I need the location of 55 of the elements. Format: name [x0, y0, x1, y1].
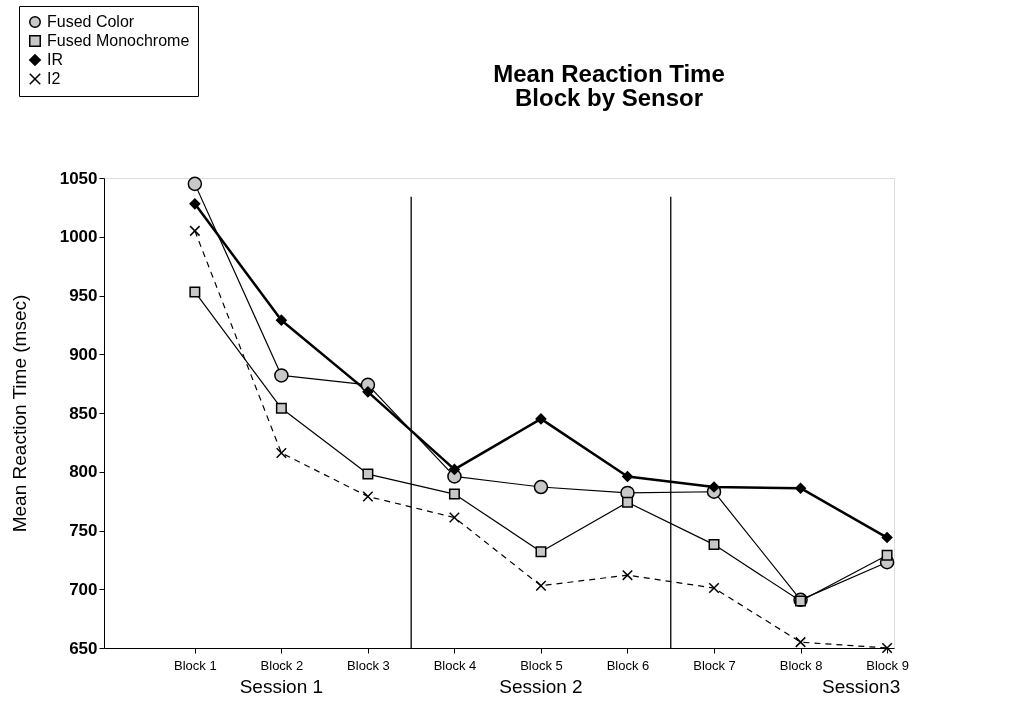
y-tick-label: 800 [69, 462, 98, 482]
point [622, 470, 633, 482]
point [535, 546, 547, 558]
point [708, 539, 720, 551]
point [189, 198, 201, 210]
point [535, 413, 547, 425]
x-tick-label: Block 9 [866, 657, 909, 673]
x-tick-label: Block 4 [433, 657, 477, 673]
x-tick-label: Block 1 [174, 657, 217, 673]
legend-label: IR [47, 51, 63, 68]
point [881, 642, 893, 654]
point [362, 490, 374, 502]
legend-label: I2 [47, 70, 61, 87]
text: Session 2 [499, 676, 583, 697]
y-axis-title: Mean Reaction Time (msec) [8, 294, 30, 533]
point [189, 225, 201, 237]
point [708, 582, 720, 594]
point [448, 488, 460, 500]
point [275, 314, 287, 326]
point [362, 386, 374, 398]
point [622, 496, 633, 508]
point [881, 549, 893, 561]
point [533, 479, 549, 495]
point [275, 402, 287, 414]
y-tick-label: 700 [69, 579, 98, 599]
legend-label: Fused Color [47, 13, 135, 30]
x-tick-label: Block 7 [693, 657, 736, 673]
point [448, 463, 460, 475]
point [362, 468, 374, 480]
x-tick-label: Block 3 [347, 657, 390, 673]
point [795, 482, 807, 494]
y-tick-label: 900 [69, 344, 98, 364]
y-tick-label: 850 [69, 403, 98, 423]
point [622, 569, 633, 581]
point [535, 580, 547, 592]
point [275, 447, 287, 459]
y-tick-label: 950 [69, 286, 98, 305]
point [881, 532, 893, 544]
text: Session3 [822, 676, 901, 697]
point [274, 368, 289, 383]
y-tick-label: 1000 [59, 227, 98, 247]
text: Session 1 [239, 676, 324, 697]
point [708, 481, 720, 493]
point [795, 636, 807, 648]
point [189, 286, 201, 298]
point [448, 512, 460, 524]
point [187, 176, 203, 192]
x-tick-label: Block 6 [606, 657, 650, 673]
y-tick-label: 650 [69, 638, 98, 658]
x-tick-label: Block 5 [520, 657, 563, 673]
legend-label: Fused Monochrome [47, 32, 190, 49]
y-tick-label: 1050 [59, 168, 98, 188]
x-tick-label: Block 8 [779, 657, 823, 673]
y-tick-label: 750 [69, 521, 98, 540]
x-tick-label: Block 2 [260, 657, 304, 673]
